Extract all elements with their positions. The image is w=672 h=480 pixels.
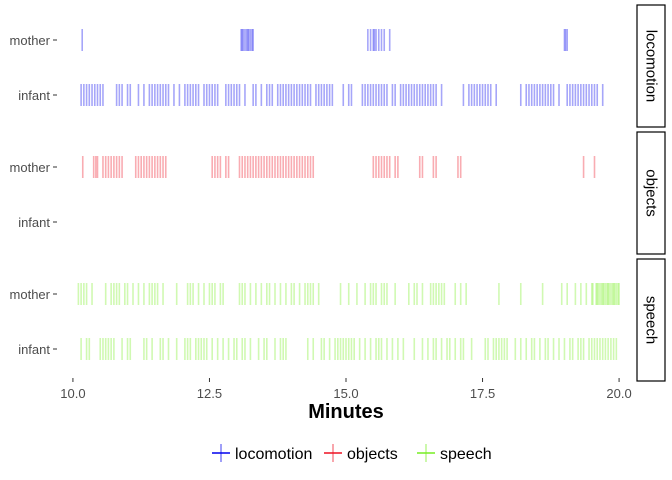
x-tick-label: 17.5 xyxy=(470,386,495,401)
panel-speech: mother infant speech xyxy=(10,258,666,382)
x-tick-label: 12.5 xyxy=(197,386,222,401)
legend: locomotion objects speech xyxy=(212,444,492,463)
x-tick-label: 10.0 xyxy=(60,386,85,401)
legend-label-speech: speech xyxy=(440,446,492,463)
row-label-speech-infant: infant xyxy=(18,342,50,357)
row-label-locomotion-mother: mother xyxy=(10,33,51,48)
panel-objects: mother infant objects xyxy=(10,131,666,255)
row-label-objects-infant: infant xyxy=(18,215,50,230)
x-axis: 10.0 12.5 15.0 17.5 20.0 xyxy=(60,378,632,401)
facet-strip-label-locomotion: locomotion xyxy=(643,30,660,103)
x-tick-label: 15.0 xyxy=(333,386,358,401)
row-label-objects-mother: mother xyxy=(10,160,51,175)
panel-locomotion: mother infant locomotion xyxy=(10,4,666,128)
legend-key-locomotion xyxy=(212,444,230,462)
facet-strip-locomotion xyxy=(636,4,666,128)
row-label-speech-mother: mother xyxy=(10,287,51,302)
x-axis-title: Minutes xyxy=(308,401,384,423)
x-tick-label: 20.0 xyxy=(606,386,631,401)
legend-label-locomotion: locomotion xyxy=(235,446,312,463)
facet-strip-speech xyxy=(636,258,666,382)
row-label-locomotion-infant: infant xyxy=(18,88,50,103)
facet-strip-label-speech: speech xyxy=(643,296,660,344)
legend-key-objects xyxy=(324,444,342,462)
facet-strip-objects xyxy=(636,131,666,255)
legend-key-speech xyxy=(417,444,435,462)
panels: mother infant locomotion mother infant object… xyxy=(10,4,666,382)
legend-label-objects: objects xyxy=(347,446,398,463)
facet-strip-label-objects: objects xyxy=(643,169,660,217)
